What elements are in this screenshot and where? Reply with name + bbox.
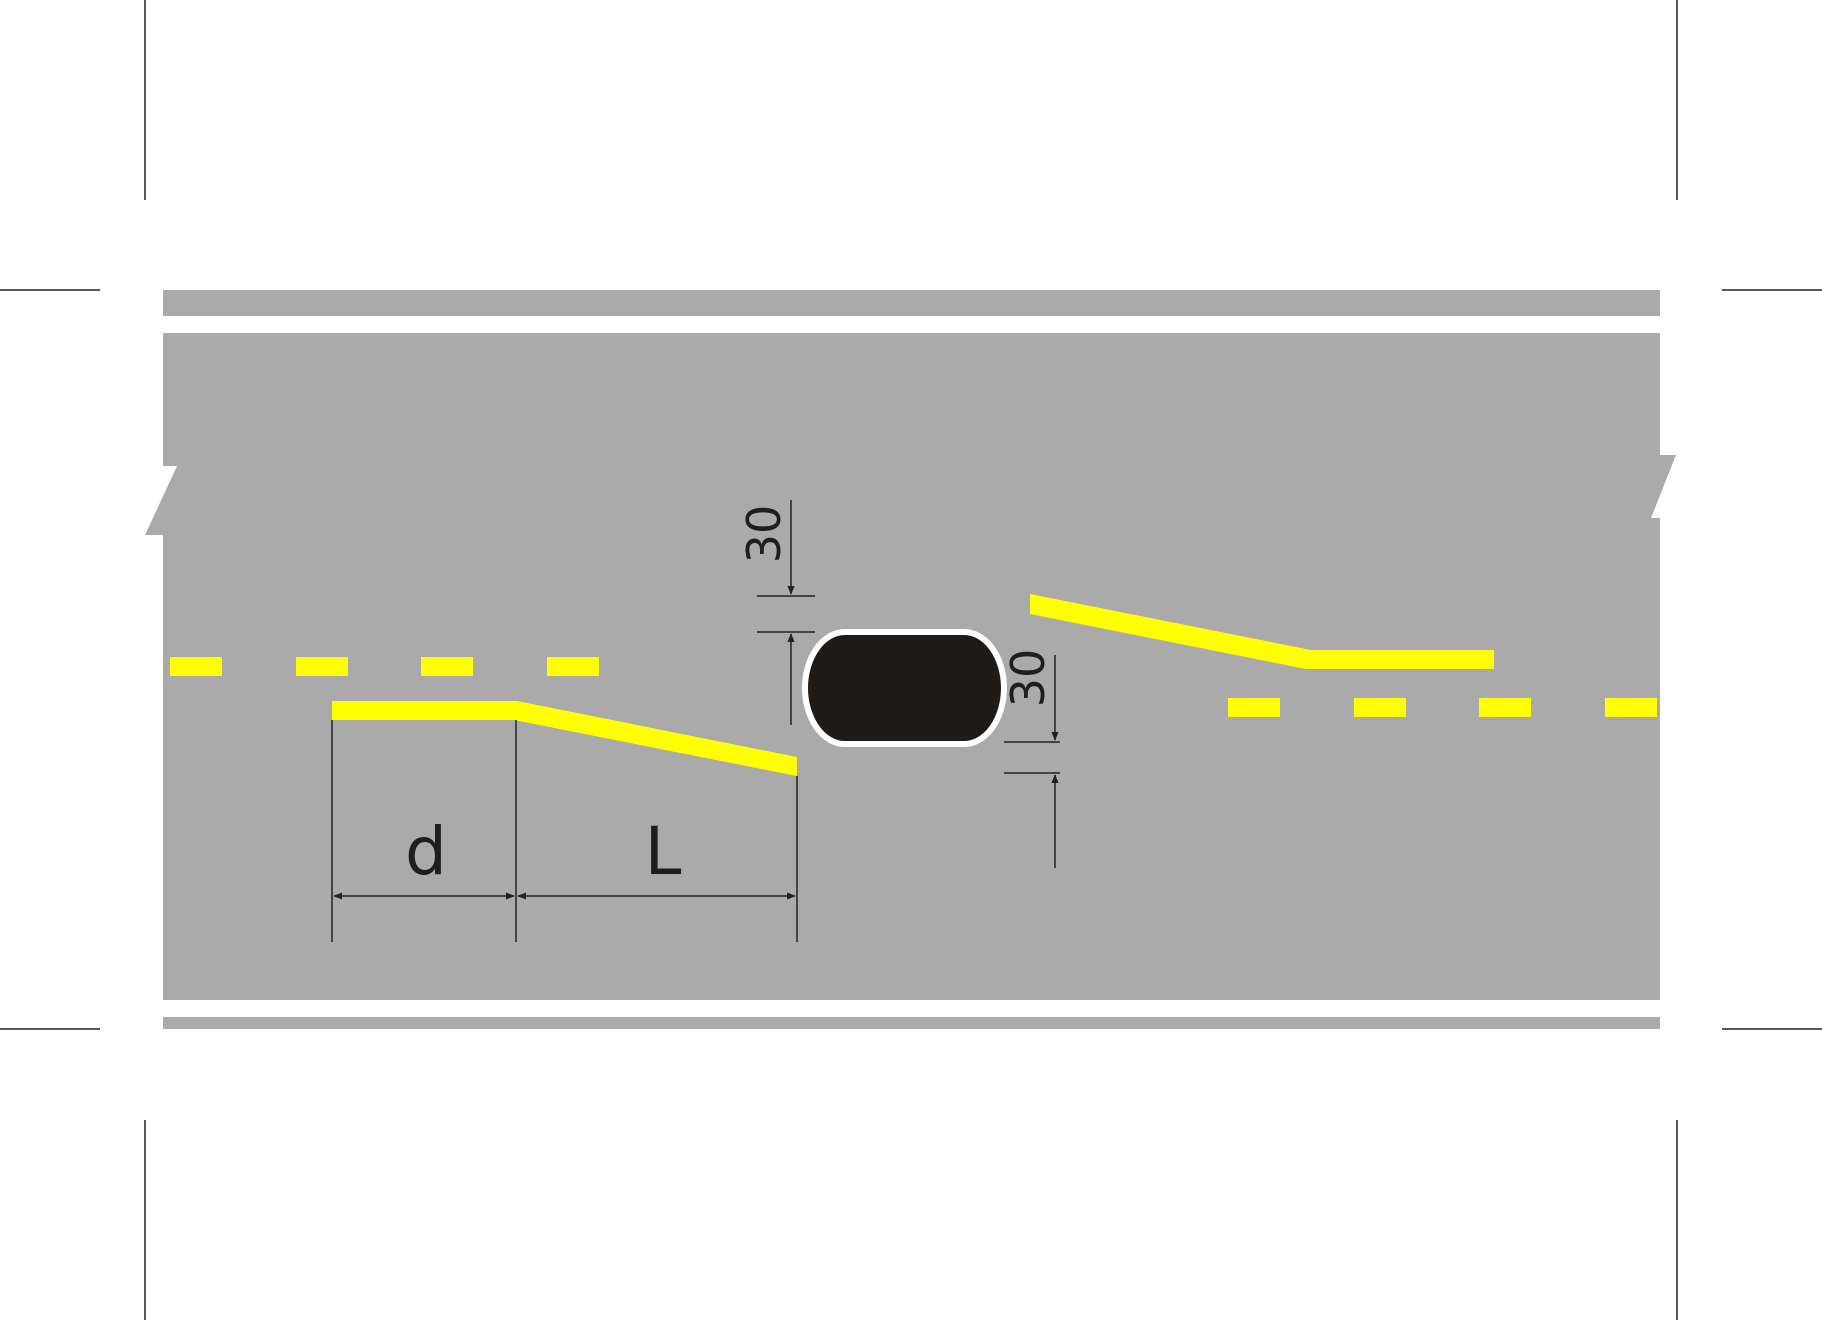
dash — [1479, 698, 1531, 717]
dimension-label-offset-top: 30 — [737, 505, 791, 564]
dash — [1354, 698, 1406, 717]
dash — [170, 657, 222, 676]
dimension-offset-top — [757, 500, 815, 725]
dash — [547, 657, 599, 676]
dash — [296, 657, 348, 676]
traffic-island — [802, 629, 1007, 747]
dimension-label-offset-bottom: 30 — [1001, 649, 1055, 708]
dash — [421, 657, 473, 676]
bottom-edge-line — [163, 1000, 1660, 1017]
top-edge-line — [163, 316, 1660, 333]
right-dashed-center-line — [1228, 698, 1657, 717]
dash — [1228, 698, 1280, 717]
dimension-label-d: d — [405, 813, 447, 890]
dimension-L — [517, 776, 798, 942]
left-taper-line — [332, 701, 797, 776]
dash — [1605, 698, 1657, 717]
left-dashed-center-line — [170, 657, 599, 676]
dimension-label-L: L — [645, 813, 682, 890]
dimension-d — [331, 720, 517, 942]
dimension-offset-bottom — [1004, 655, 1060, 868]
right-taper-line — [1030, 594, 1494, 669]
